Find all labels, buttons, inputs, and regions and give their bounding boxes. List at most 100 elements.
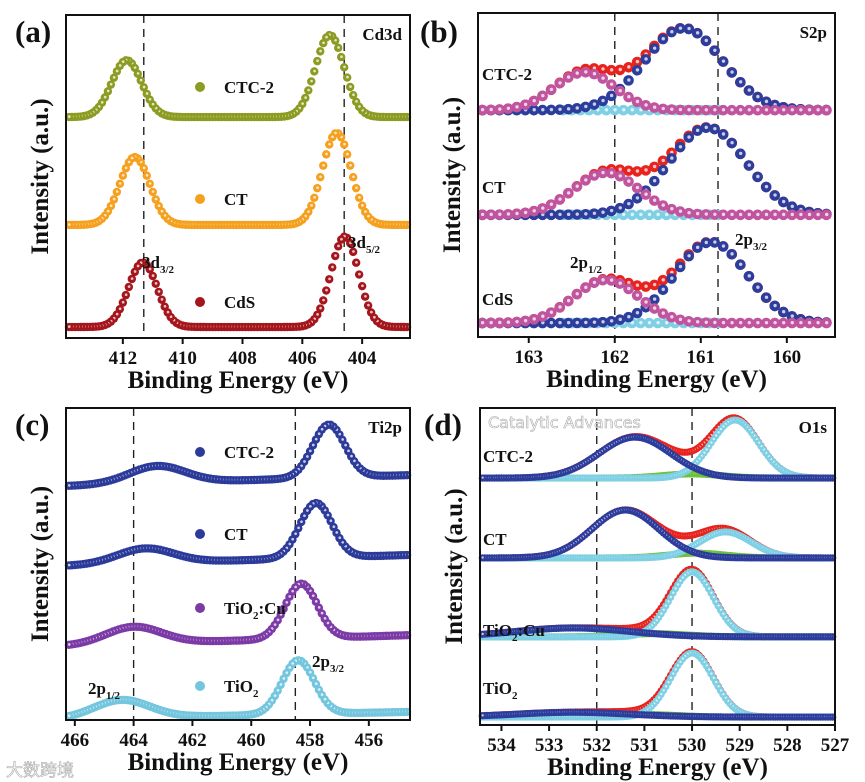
component-point-highlight (721, 132, 726, 136)
envelope-point-highlight (627, 65, 631, 69)
data-point-highlight (154, 282, 158, 285)
data-point-highlight (67, 223, 71, 226)
component-point-highlight (713, 48, 717, 52)
component-point-highlight (807, 320, 812, 325)
data-point-highlight (349, 85, 352, 88)
data-point-highlight (276, 688, 280, 692)
data-point-highlight (112, 76, 116, 79)
envelope-point-highlight (601, 67, 605, 71)
y-axis-label: Intensity (a.u.) (27, 486, 54, 642)
component-point-highlight (738, 151, 743, 156)
component-point-highlight (627, 201, 631, 206)
data-point-highlight (121, 60, 125, 64)
legend-label: CTC-2 (224, 78, 274, 97)
component-point-highlight (635, 311, 640, 315)
component-point-highlight (489, 107, 493, 112)
x-tick-label: 460 (237, 730, 266, 751)
component-point-highlight (644, 57, 648, 61)
background-point-highlight (656, 320, 660, 325)
data-point-highlight (329, 519, 333, 523)
peak-annotation: 2p3/2 (735, 230, 768, 253)
component-point-highlight (695, 108, 700, 112)
data-point-highlight (332, 525, 336, 529)
background-point-highlight (604, 108, 609, 112)
component-point-highlight (480, 212, 485, 217)
component-point-highlight (558, 212, 562, 217)
data-point-highlight (160, 297, 164, 301)
component-point-highlight (790, 320, 794, 325)
component-point-highlight (773, 303, 777, 308)
envelope-point-highlight (652, 164, 657, 169)
data-point-highlight (288, 595, 292, 598)
data-point-highlight (303, 514, 306, 518)
component-point-highlight (635, 293, 640, 297)
data-point-highlight (370, 310, 373, 314)
component-point-highlight (764, 99, 769, 104)
component-point-highlight (515, 211, 519, 216)
x-tick-label: 458 (296, 730, 325, 751)
data-point-highlight (325, 35, 328, 39)
component-point-highlight (695, 245, 700, 250)
data-point-highlight (294, 532, 297, 536)
component-point-highlight (618, 317, 622, 322)
data-point-highlight (67, 714, 71, 718)
component-point-highlight (730, 212, 734, 217)
legend-marker (195, 447, 205, 457)
plot-frame (477, 12, 836, 338)
data-point-highlight (145, 92, 149, 95)
component-point-highlight (704, 125, 708, 130)
peak-annotation-sub: 3/2 (753, 241, 768, 253)
data-point-highlight (320, 427, 324, 431)
component-point-highlight (678, 145, 683, 149)
component-point-highlight (773, 320, 777, 325)
data-point-highlight (118, 307, 122, 311)
data-point-highlight (346, 75, 349, 79)
component-point-highlight (790, 212, 794, 217)
component-point-highlight (549, 212, 554, 217)
data-points (477, 23, 832, 329)
data-point-highlight (106, 89, 110, 93)
component-point-highlight (584, 320, 588, 325)
legend-marker (195, 297, 205, 307)
component-point-highlight (730, 70, 734, 74)
component-point-highlight (481, 476, 484, 479)
background-point-highlight (621, 212, 626, 217)
component-point-highlight (738, 262, 743, 266)
component-point-highlight (592, 102, 597, 106)
component-point-highlight (627, 179, 631, 183)
component-point-highlight (816, 108, 820, 112)
component-point-highlight (627, 78, 631, 82)
legend-label-main: CTC-2 (224, 78, 274, 97)
component-point-highlight (584, 178, 588, 182)
data-point-highlight (317, 432, 321, 436)
component-point-highlight (558, 320, 562, 325)
data-point-highlight (279, 683, 283, 686)
component-point-highlight (825, 212, 829, 217)
component-point-highlight (825, 108, 829, 112)
spectrum-title: S2p (800, 23, 827, 42)
component-point-highlight (541, 314, 545, 318)
data-point-highlight (112, 197, 116, 201)
component-point-highlight (799, 320, 803, 325)
data-point-highlight (334, 254, 337, 257)
component-point-highlight (773, 212, 777, 217)
component-point-highlight (756, 212, 760, 217)
x-tick-label: 464 (119, 730, 148, 751)
component-point-highlight (575, 106, 579, 110)
component-point-highlight (661, 106, 665, 111)
background-point-highlight (647, 320, 652, 325)
component-point-highlight (635, 185, 640, 190)
peak-annotation: 2p1/2 (570, 253, 603, 276)
component-point-highlight (756, 320, 760, 325)
data-point-highlight (136, 72, 140, 75)
x-axis-label: Binding Energy (eV) (128, 749, 349, 776)
data-point-highlight (322, 298, 325, 302)
data-point-highlight (67, 325, 71, 328)
component-point-highlight (644, 103, 648, 107)
background-point-highlight (647, 212, 652, 217)
series-label-main: CT (482, 178, 506, 197)
component-point-highlight (710, 441, 713, 444)
background-point-highlight (639, 108, 643, 112)
